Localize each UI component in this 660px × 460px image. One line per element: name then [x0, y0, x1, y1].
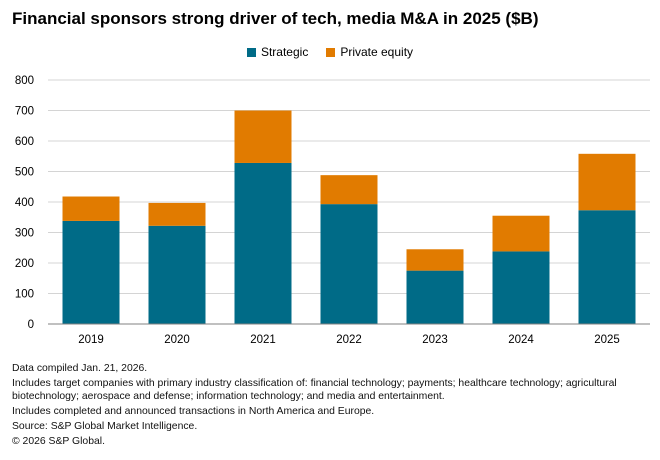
legend-swatch-private-equity [326, 47, 336, 57]
x-tick-label: 2025 [594, 334, 620, 346]
bar-private-equity-2024 [492, 215, 550, 252]
bar-private-equity-2025 [578, 153, 636, 211]
note-industry-classification: Includes target companies with primary i… [12, 378, 617, 402]
note-data-compiled: Data compiled Jan. 21, 2026. [12, 363, 148, 374]
chart-legend: Strategic Private equity [0, 45, 660, 59]
stacked-bar-chart: 0 100 200 300 400 500 600 700 800 2019 2020 2021 202… [15, 75, 650, 346]
y-tick-label: 400 [15, 197, 34, 209]
x-tick-label: 2023 [422, 334, 448, 346]
chart-title: Financial sponsors strong driver of tech… [12, 9, 539, 28]
legend-item-private-equity: Private equity [326, 45, 413, 59]
y-tick-label: 700 [15, 106, 34, 118]
x-tick-label: 2020 [164, 334, 190, 346]
legend-label-private-equity: Private equity [340, 45, 414, 59]
bar-private-equity-2022 [320, 175, 378, 205]
legend-item-strategic: Strategic [246, 45, 309, 59]
bar-strategic-2023 [406, 270, 464, 324]
note-copyright: © 2026 S&P Global. [12, 436, 105, 447]
y-tick-label: 0 [28, 319, 34, 331]
bar-private-equity-2023 [406, 249, 464, 271]
bar-private-equity-2019 [62, 196, 120, 221]
bar-private-equity-2020 [148, 202, 206, 226]
bar-strategic-2025 [578, 210, 636, 324]
y-tick-label: 800 [15, 75, 34, 87]
y-tick-label: 100 [15, 289, 34, 301]
bar-strategic-2020 [148, 225, 206, 324]
x-tick-label: 2022 [336, 334, 362, 346]
y-tick-label: 300 [15, 228, 34, 240]
bar-strategic-2022 [320, 204, 378, 324]
legend-swatch-strategic [246, 47, 256, 57]
note-transactions: Includes completed and announced transac… [12, 406, 375, 417]
x-tick-label: 2021 [250, 334, 276, 346]
bar-private-equity-2021 [234, 110, 292, 163]
bar-strategic-2024 [492, 251, 550, 324]
legend-label-strategic: Strategic [260, 45, 309, 59]
y-tick-label: 200 [15, 258, 34, 270]
note-source: Source: S&P Global Market Intelligence. [12, 421, 198, 432]
y-tick-label: 500 [15, 167, 34, 179]
x-tick-label: 2024 [508, 334, 534, 346]
y-tick-label: 600 [15, 136, 34, 148]
x-tick-label: 2019 [78, 334, 104, 346]
bar-strategic-2019 [62, 220, 120, 324]
bar-strategic-2021 [234, 162, 292, 324]
chart-notes: Data compiled Jan. 21, 2026. Includes ta… [12, 362, 652, 450]
